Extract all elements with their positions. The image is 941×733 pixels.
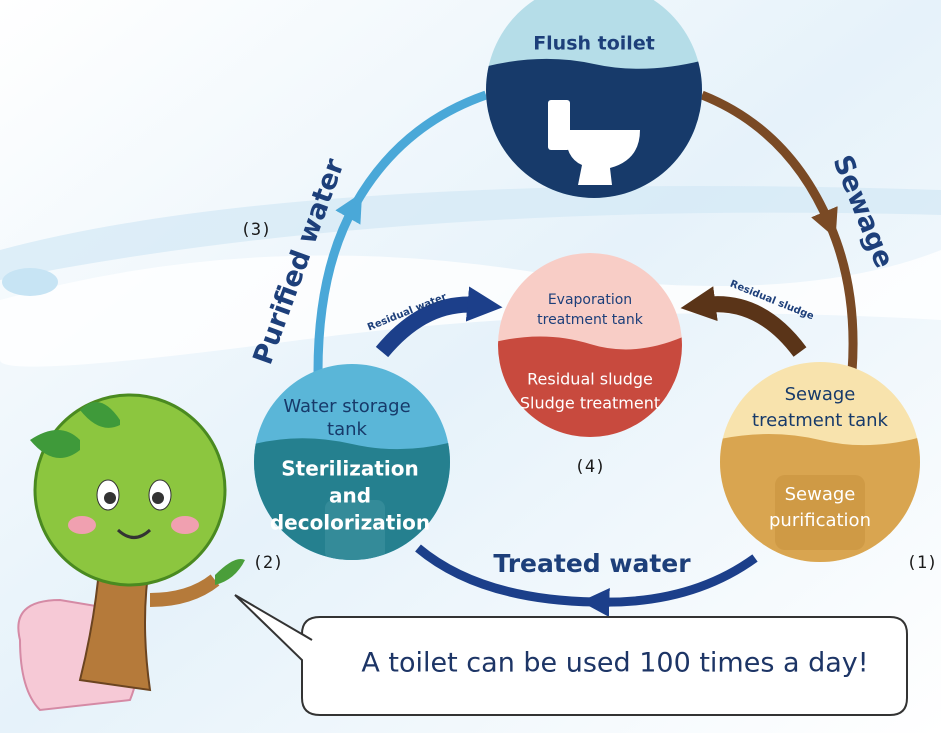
step-number: (3) bbox=[241, 220, 272, 240]
node-detail: Sterilization bbox=[281, 457, 419, 481]
water-drop bbox=[2, 268, 58, 296]
node-detail: decolorization bbox=[270, 511, 430, 535]
node-label: Flush toilet bbox=[533, 33, 655, 55]
node-detail: purification bbox=[769, 510, 871, 531]
node-detail: Sludge treatment bbox=[520, 394, 660, 413]
node-label: Sewage bbox=[785, 384, 856, 405]
arrow-label: Treated water bbox=[493, 549, 691, 578]
node-detail: and bbox=[329, 484, 371, 508]
node-label: tank bbox=[327, 419, 367, 440]
node-detail: Residual sludge bbox=[527, 370, 653, 389]
node-label: treatment tank bbox=[752, 410, 889, 431]
node-label: treatment tank bbox=[537, 312, 644, 328]
step-number: (2) bbox=[253, 553, 284, 573]
node-label: Water storage bbox=[283, 396, 410, 417]
step-number: (1) bbox=[907, 553, 938, 573]
callout-text: A toilet can be used 100 times a day! bbox=[361, 648, 868, 679]
diagram: Flush toilet Water storage tank Steriliz… bbox=[0, 0, 941, 733]
step-number: (4) bbox=[575, 457, 606, 477]
node-label: Evaporation bbox=[548, 292, 632, 308]
node-detail: Sewage bbox=[785, 484, 856, 505]
